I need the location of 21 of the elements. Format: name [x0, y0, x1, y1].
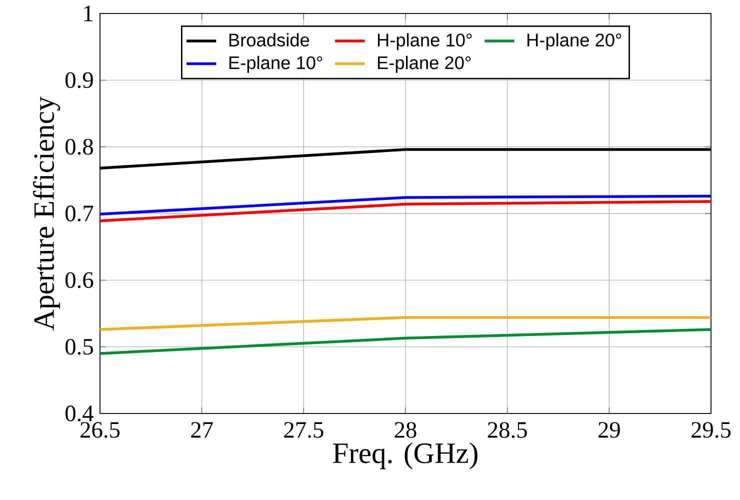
x-tick-label: 27: [191, 422, 213, 438]
y-tick-label: 0.5: [66, 338, 93, 355]
legend-label: E-plane 10°: [229, 56, 322, 73]
y-axis-title: Aperture Efficiency: [33, 96, 60, 330]
legend-label: H-plane 10°: [378, 32, 472, 50]
x-tick-label: 29: [598, 422, 620, 438]
y-tick-label: 0.4: [66, 405, 94, 422]
x-axis-title: Freq. (GHz): [333, 442, 478, 469]
y-tick-label: 0.7: [66, 205, 94, 222]
x-tick-label: 26.5: [80, 422, 120, 438]
legend-label: H-plane 20°: [527, 32, 622, 50]
y-tick-label: 0.9: [66, 72, 93, 88]
x-tick-label: 29.5: [692, 422, 731, 438]
x-tick-label: 27.5: [284, 422, 324, 438]
y-tick-label: 0.6: [66, 272, 94, 288]
x-tick-label: 28.5: [488, 422, 527, 438]
x-tick-label: 28: [394, 422, 416, 438]
legend-label: E-plane 20°: [378, 56, 471, 73]
legend-label: Broadside: [229, 32, 310, 46]
y-tick-label: 1: [84, 6, 92, 21]
y-tick-label: 0.8: [66, 138, 93, 155]
